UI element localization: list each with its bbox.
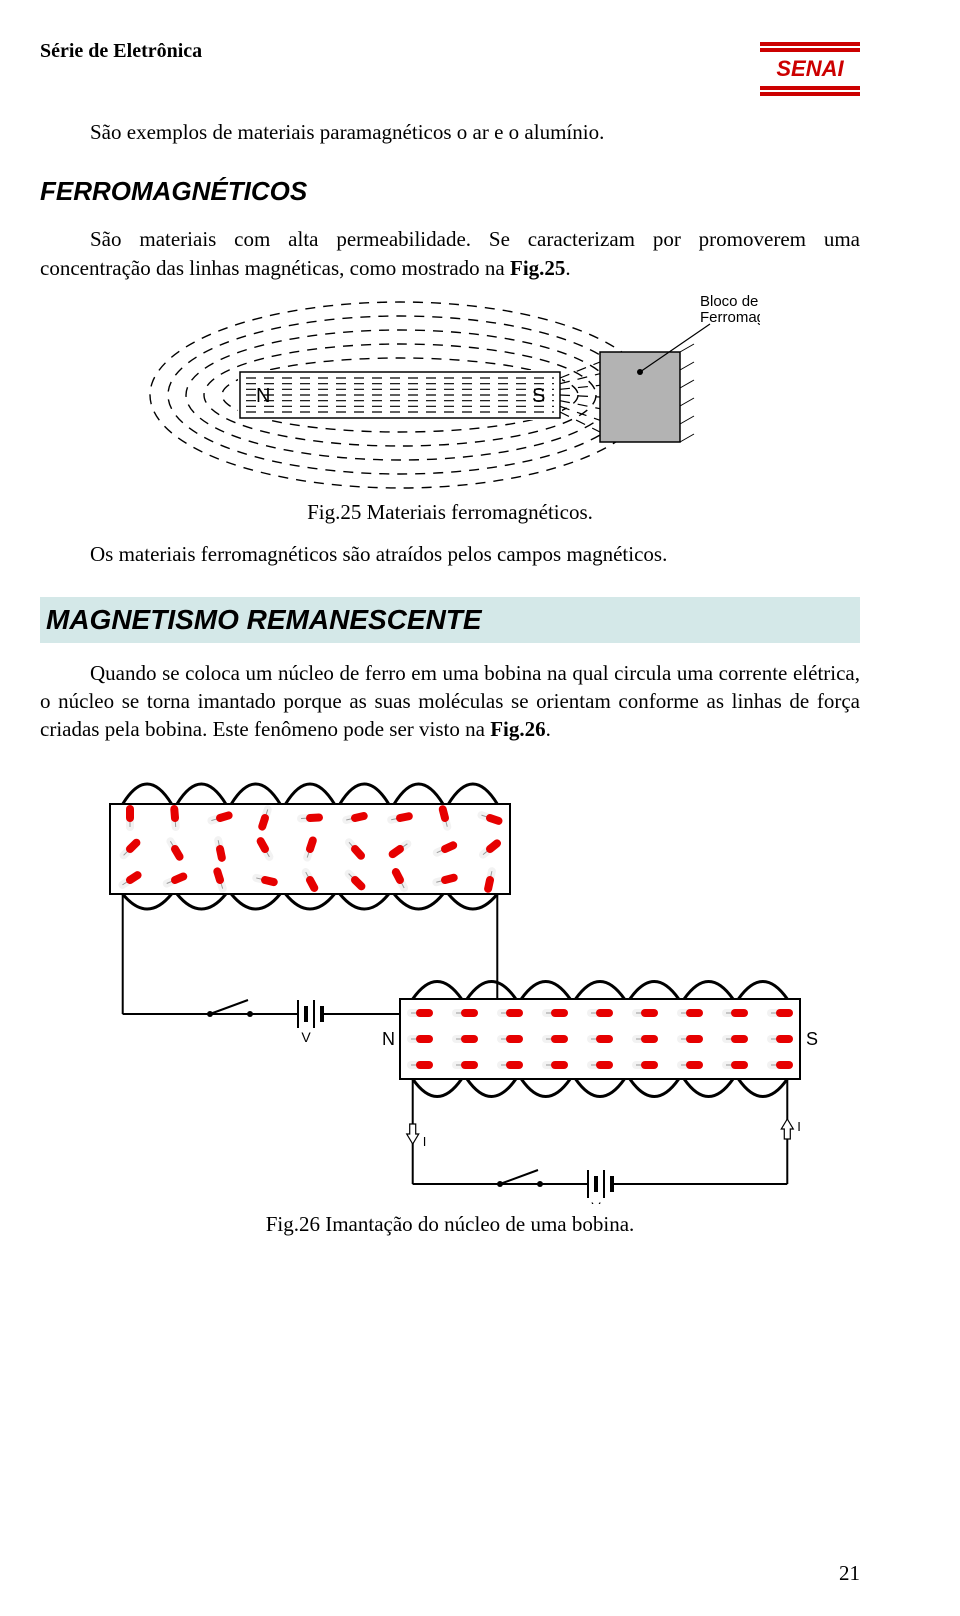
svg-text:I: I [423,1134,427,1149]
paragraph: São exemplos de materiais paramagnéticos… [40,118,860,146]
svg-text:V: V [301,1029,311,1045]
para-text: São materiais com alta permeabilidade. S… [40,227,860,279]
para-text: Quando se coloca um núcleo de ferro em u… [40,661,860,742]
svg-text:N: N [382,1029,395,1049]
figure-ref: Fig.26 [490,717,545,741]
page-header: Série de Eletrônica SENAI [40,40,860,98]
page: Série de Eletrônica SENAI São exemplos d… [0,0,960,1616]
svg-text:V: V [591,1199,601,1204]
svg-text:I: I [797,1119,801,1134]
brand-text: SENAI [760,54,860,84]
figure-26: V V N S I I [40,754,860,1204]
caption-wrap: Fig.26 Imantação do núcleo de uma bobina… [40,1210,860,1238]
series-title: Série de Eletrônica [40,40,202,63]
figure-ref: Fig.25 [510,256,565,280]
svg-text:S: S [532,385,545,407]
logo-bar [760,86,860,90]
logo-bar [760,42,860,46]
fig25-svg: N S Bloco de MaterialFerromagnético [140,292,760,492]
paragraph: São materiais com alta permeabilidade. S… [40,225,860,282]
svg-text:Ferromagnético: Ferromagnético [700,309,760,326]
logo-bar [760,92,860,96]
paragraph: Os materiais ferromagnéticos são atraído… [40,540,860,568]
figure-25: N S Bloco de MaterialFerromagnético [40,292,860,492]
logo-bar [760,48,860,52]
page-number: 21 [839,1561,860,1586]
banner-title: MAGNETISMO REMANESCENTE [46,604,482,635]
section-heading-ferro: FERROMAGNÉTICOS [40,174,860,209]
svg-text:Bloco de Material: Bloco de Material [700,293,760,310]
fig26-caption: Fig.26 Imantação do núcleo de uma bobina… [266,1212,635,1236]
svg-text:N: N [256,385,270,407]
fig26-svg: V V N S I I [80,754,820,1204]
body: São exemplos de materiais paramagnéticos… [40,118,860,1238]
para-tail: . [565,256,570,280]
caption-wrap: Fig.25 Materiais ferromagnéticos. [40,498,860,526]
paragraph: Quando se coloca um núcleo de ferro em u… [40,659,860,744]
section-banner-remanescente: MAGNETISMO REMANESCENTE [40,597,860,643]
para-tail: . [546,717,551,741]
fig25-caption: Fig.25 Materiais ferromagnéticos. [307,500,593,524]
brand-logo: SENAI [760,40,860,98]
svg-text:S: S [806,1029,818,1049]
